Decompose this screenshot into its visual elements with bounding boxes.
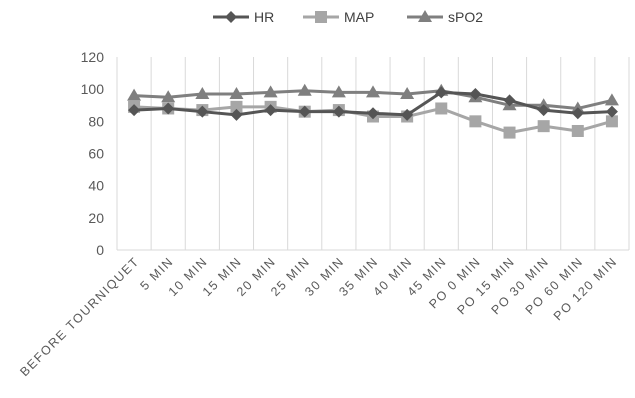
data-point-hr xyxy=(298,105,311,118)
series-lines xyxy=(127,83,619,139)
series-hr xyxy=(128,86,618,121)
data-point-spo2 xyxy=(127,88,142,101)
data-point-map xyxy=(503,126,516,139)
y-tick-label: 20 xyxy=(88,210,104,226)
y-tick-label: 40 xyxy=(88,178,104,194)
legend-item-spo2: sPO2 xyxy=(407,9,483,25)
data-point-hr xyxy=(367,107,379,120)
legend-item-map: MAP xyxy=(303,9,374,25)
data-point-map xyxy=(435,102,448,115)
data-point-hr xyxy=(605,105,618,118)
y-tick-label: 120 xyxy=(81,49,105,65)
legend-marker-hr xyxy=(225,11,237,23)
gridlines xyxy=(116,57,630,250)
x-tick-label: BEFORE TOURNIQUET xyxy=(17,254,142,379)
data-point-hr xyxy=(162,102,175,115)
data-point-spo2 xyxy=(366,85,380,98)
data-point-hr xyxy=(537,104,550,117)
data-point-hr xyxy=(435,86,448,99)
data-point-spo2 xyxy=(229,86,244,99)
data-point-hr xyxy=(571,107,584,120)
y-axis-ticks: 0 20 40 60 80 100 120 xyxy=(81,49,105,258)
data-point-spo2 xyxy=(604,93,619,106)
data-point-hr xyxy=(469,87,482,100)
y-tick-label: 0 xyxy=(96,242,104,258)
data-point-spo2 xyxy=(161,90,176,103)
data-point-map xyxy=(469,115,482,128)
data-point-hr xyxy=(503,94,516,107)
data-point-spo2 xyxy=(263,85,278,98)
data-point-hr xyxy=(332,105,345,118)
y-tick-label: 80 xyxy=(88,113,104,129)
data-point-hr xyxy=(128,104,141,117)
data-point-spo2 xyxy=(331,85,346,98)
data-point-map xyxy=(230,100,243,113)
legend: HR MAP sPO2 xyxy=(213,9,483,25)
y-tick-label: 60 xyxy=(88,146,104,162)
x-tick-label: PO 120 MIN xyxy=(551,254,620,323)
y-tick-label: 100 xyxy=(81,81,105,97)
legend-item-hr: HR xyxy=(213,9,274,25)
data-point-spo2 xyxy=(297,83,312,96)
legend-label-hr: HR xyxy=(254,9,274,25)
data-point-map xyxy=(571,124,584,137)
data-point-hr xyxy=(401,108,414,121)
data-point-map xyxy=(537,120,550,133)
data-point-hr xyxy=(264,104,277,117)
data-point-spo2 xyxy=(195,86,210,99)
legend-label-spo2: sPO2 xyxy=(448,9,483,25)
data-point-hr xyxy=(230,108,243,121)
legend-marker-map xyxy=(315,11,327,23)
data-point-spo2 xyxy=(400,86,415,99)
data-point-map xyxy=(605,115,618,128)
legend-label-map: MAP xyxy=(344,9,374,25)
data-point-hr xyxy=(196,105,209,118)
legend-marker-spo2 xyxy=(418,10,432,22)
